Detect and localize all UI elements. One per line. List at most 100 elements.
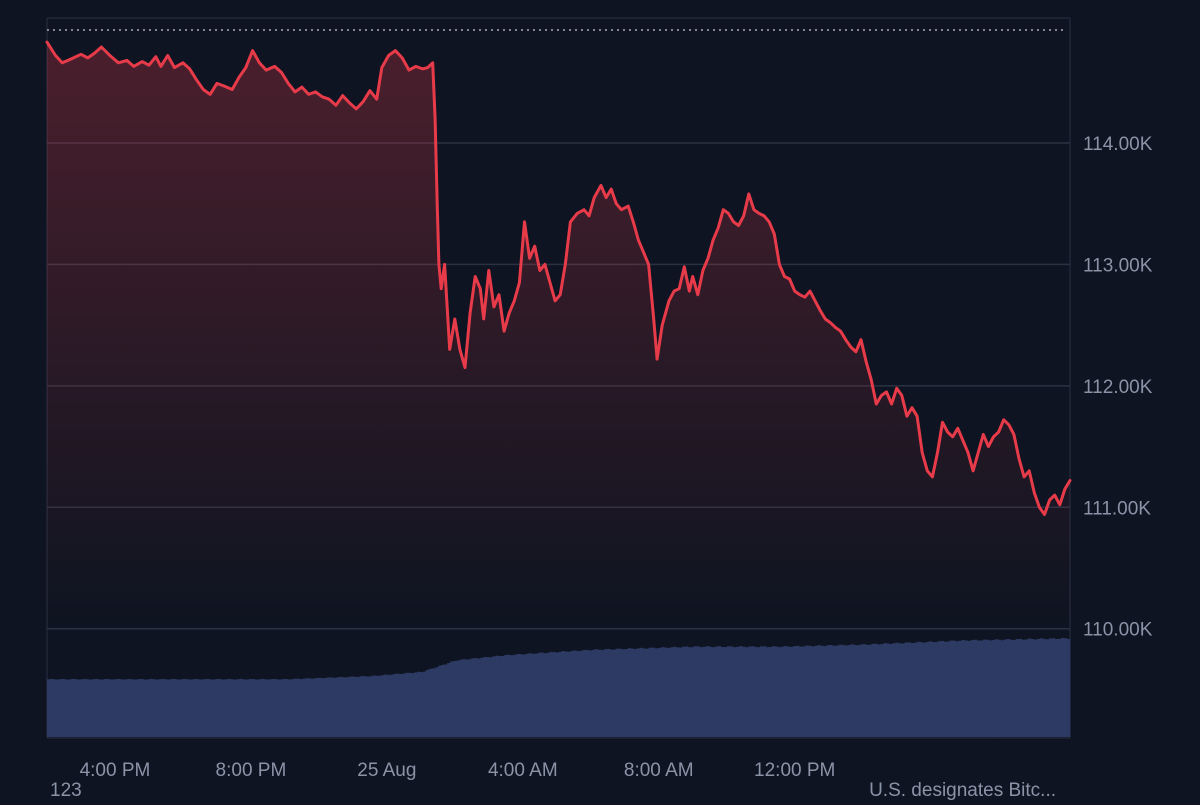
volume-bar	[374, 675, 379, 737]
volume-bar	[450, 661, 454, 737]
volume-bar	[1048, 638, 1053, 737]
volume-bar	[1039, 638, 1044, 737]
volume-bar	[934, 642, 939, 737]
volume-bar	[714, 646, 719, 737]
volume-bar	[832, 645, 836, 737]
volume-bar	[693, 646, 698, 737]
volume-bar	[453, 660, 457, 737]
volume-bar	[949, 640, 954, 737]
volume-bar	[862, 644, 866, 737]
volume-bar	[227, 678, 231, 737]
volume-bar	[675, 647, 680, 737]
volume-bar	[131, 679, 135, 737]
price-line[interactable]	[45, 40, 1072, 516]
volume-bar	[233, 679, 237, 737]
volume-bar	[868, 644, 872, 737]
volume-bar	[645, 648, 650, 737]
volume-bar	[284, 679, 289, 737]
volume-bar	[970, 640, 975, 737]
volume-bar	[338, 676, 343, 737]
volume-bar	[501, 655, 505, 737]
volume-bar	[218, 679, 222, 737]
volume-bar	[726, 646, 731, 737]
volume-bar	[967, 640, 972, 737]
volume-bar	[723, 647, 728, 737]
volume-bar	[293, 678, 298, 737]
volume-bar	[543, 653, 547, 737]
volume-bar	[519, 654, 523, 737]
volume-bar	[356, 676, 361, 737]
volume-bar	[925, 641, 929, 737]
volume-bar	[516, 653, 520, 737]
volume-bar	[1045, 639, 1050, 737]
volume-bar	[1033, 639, 1038, 737]
volume-bar	[976, 640, 981, 737]
volume-bar	[702, 646, 707, 737]
volume-bar	[663, 647, 668, 737]
volume-bar	[874, 643, 878, 737]
volume-bar	[146, 679, 150, 737]
volume-bar	[961, 639, 966, 737]
volume-bar	[266, 679, 271, 737]
volume-bar	[119, 679, 123, 737]
volume-bar	[390, 674, 394, 737]
news-headline-link[interactable]: U.S. designates Bitc...	[869, 780, 1056, 801]
volume-bar	[552, 652, 556, 737]
volume-bar	[371, 675, 376, 737]
volume-bar	[513, 654, 517, 737]
volume-bar	[681, 646, 686, 737]
volume-bar	[525, 653, 529, 737]
volume-bar	[116, 678, 120, 737]
volume-bar	[92, 679, 96, 737]
y-tick-label: 111.00K	[1083, 498, 1151, 519]
y-tick-label: 113.00K	[1083, 255, 1153, 276]
volume-bar	[606, 648, 611, 737]
volume-bar	[236, 679, 240, 737]
volume-bar	[471, 658, 475, 737]
volume-bar	[1021, 639, 1026, 737]
volume-bar	[140, 679, 144, 737]
volume-bar	[630, 648, 635, 737]
y-tick-label: 114.00K	[1083, 134, 1153, 155]
volume-bar	[68, 679, 72, 737]
volume-bar	[549, 651, 553, 737]
price-line-group[interactable]	[45, 40, 1072, 516]
volume-bar	[745, 647, 749, 737]
volume-bar	[65, 679, 69, 737]
y-axis-ticks: 114.00K 113.00K 112.00K 111.00K 110.00K	[1083, 134, 1153, 641]
volume-bar	[98, 679, 102, 737]
volume-bar	[982, 639, 987, 737]
volume-bar	[558, 651, 562, 737]
volume-bar	[696, 646, 701, 737]
volume-bar	[414, 672, 418, 737]
volume-bar	[263, 679, 268, 737]
volume-bar	[332, 677, 337, 737]
volume-bar	[799, 646, 803, 737]
volume-bar	[251, 679, 256, 737]
volume-bar	[651, 647, 656, 737]
volume-bar	[317, 677, 322, 737]
volume-bar	[182, 678, 186, 737]
volume-bar	[850, 644, 854, 737]
volume-bar	[302, 678, 307, 737]
volume-bar	[209, 679, 213, 737]
volume-bar	[711, 647, 716, 737]
volume-bar	[940, 640, 945, 737]
volume-bar	[152, 679, 156, 737]
volume-bar	[200, 679, 204, 737]
volume-bar	[359, 676, 364, 737]
volume-bar	[916, 641, 920, 737]
volume-bar	[383, 674, 388, 737]
volume-bar	[278, 679, 283, 737]
volume-bar	[991, 640, 996, 737]
volume-bar	[396, 673, 400, 737]
volume-bar	[408, 672, 412, 737]
volume-bar	[326, 677, 331, 737]
volume-bar	[260, 678, 265, 737]
volume-bar	[480, 657, 484, 737]
volume-bar	[720, 647, 725, 737]
volume-bar	[143, 679, 147, 737]
volume-bar	[224, 679, 228, 737]
